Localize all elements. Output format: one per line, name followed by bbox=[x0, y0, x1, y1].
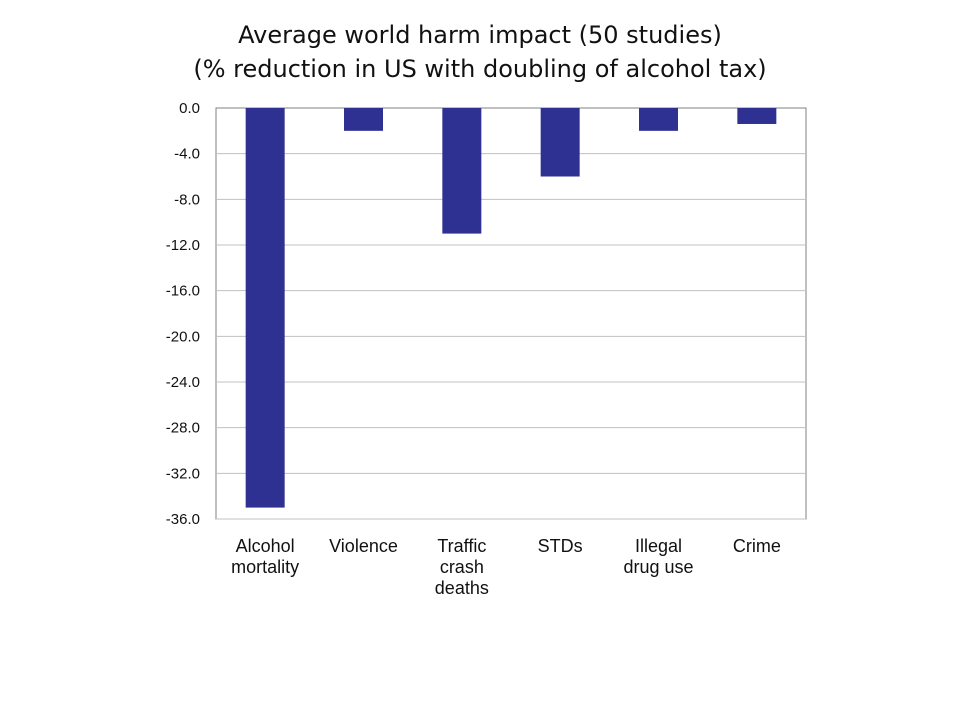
x-category-label: Illegal drug use bbox=[623, 536, 693, 577]
chart-title: Average world harm impact (50 studies) (… bbox=[0, 18, 960, 86]
y-tick-label: -12.0 bbox=[166, 237, 200, 254]
y-tick-label: -28.0 bbox=[166, 420, 200, 437]
title-line-1: Average world harm impact (50 studies) bbox=[238, 21, 722, 49]
bars bbox=[245, 108, 777, 508]
x-category-label: STDs bbox=[538, 536, 583, 556]
gridlines bbox=[216, 107, 806, 520]
bar bbox=[540, 108, 580, 177]
plot-area bbox=[215, 107, 807, 520]
bar bbox=[737, 108, 777, 124]
x-category-label: Alcohol mortality bbox=[231, 536, 299, 577]
x-category-label-line: Crime bbox=[733, 536, 781, 556]
y-axis-ticks: 0.0 -4.0 -8.0 -12.0 -16.0 -20.0 -24.0 -28.0 -32.… bbox=[166, 100, 200, 528]
y-tick-label: -36.0 bbox=[166, 511, 200, 528]
x-category-label-line: Violence bbox=[329, 536, 398, 556]
x-category-label: Violence bbox=[329, 536, 398, 556]
x-axis-labels: Alcohol mortality Violence Traffic crash deat… bbox=[231, 536, 781, 598]
bar bbox=[442, 108, 482, 234]
x-category-label-line: mortality bbox=[231, 557, 299, 577]
x-category-label-line: drug use bbox=[623, 557, 693, 577]
y-tick-label: -8.0 bbox=[174, 191, 200, 208]
x-category-label-line: Alcohol bbox=[236, 536, 295, 556]
x-category-label-line: Illegal bbox=[635, 536, 682, 556]
y-tick-label: 0.0 bbox=[179, 100, 200, 117]
x-category-label-line: STDs bbox=[538, 536, 583, 556]
y-tick-label: -16.0 bbox=[166, 283, 200, 300]
title-line-2: (% reduction in US with doubling of alco… bbox=[193, 55, 767, 83]
y-tick-label: -32.0 bbox=[166, 465, 200, 482]
bar bbox=[639, 108, 678, 131]
x-category-label-line: Traffic bbox=[437, 536, 486, 556]
y-tick-label: -20.0 bbox=[166, 328, 200, 345]
bar bbox=[344, 108, 383, 131]
x-category-label: Traffic crash deaths bbox=[435, 536, 489, 598]
x-category-label-line: deaths bbox=[435, 578, 489, 598]
bar bbox=[245, 108, 285, 508]
x-category-label: Crime bbox=[733, 536, 781, 556]
y-tick-label: -24.0 bbox=[166, 374, 200, 391]
x-category-label-line: crash bbox=[440, 557, 484, 577]
y-tick-label: -4.0 bbox=[174, 146, 200, 163]
